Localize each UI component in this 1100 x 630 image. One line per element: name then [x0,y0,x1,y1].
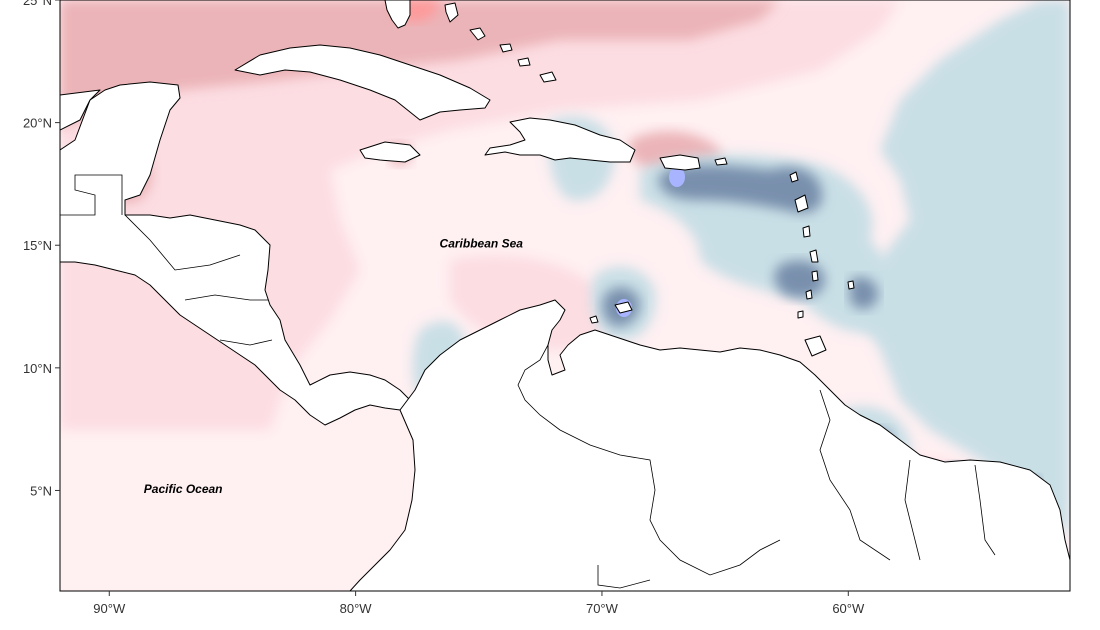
border-honduras [124,214,241,271]
land-bahamas-4 [517,57,531,67]
land-island-st-lucia [811,270,819,282]
land-bahamas-3 [499,43,513,53]
border-guyana [819,389,891,561]
land-bahamas-5 [539,71,557,83]
border-nicaragua [184,294,268,301]
field-positive-north [60,0,780,130]
land-island-curacao [614,301,633,314]
land-south-america [349,299,1070,591]
land-island-guadeloupe [794,194,809,213]
atlantic-ocean-label: Atlantic Ocean [805,0,890,1]
land-island-st-vincent [805,289,813,300]
pacific-ocean-label: Pacific Ocean [144,482,223,496]
panel-frame [59,0,1071,592]
field-strong-negative-puerto-rico [669,167,685,187]
land-island-antigua [789,171,799,183]
field-negative-virgin-islands [659,165,823,213]
land-island-trinidad [804,335,827,357]
caribbean-sea-label: Caribbean Sea [440,237,524,251]
land-island-barbados [847,280,855,290]
land-masses [60,0,1070,591]
land-hispaniola [484,117,636,163]
land-bahamas-2 [469,27,486,41]
land-jamaica [359,141,421,163]
border-costa-rica [219,339,273,346]
land-florida [384,0,411,29]
y-tick-label: 5°N [30,483,52,498]
land-island-aruba [589,315,599,324]
y-tick-label: 15°N [23,238,52,253]
land-central-america [60,81,411,426]
border-brazil-peru [597,565,651,589]
y-axis: 25°N 20°N 15°N 10°N 5°N [23,0,60,498]
land-cuba [234,44,491,121]
field-weak-negative-east [850,0,1070,540]
ocean-labels: Atlantic Ocean Caribbean Sea Pacific Ocean [144,0,890,496]
land-bahamas-1 [444,2,459,23]
y-tick-label: 10°N [23,361,52,376]
field-negative-lesser-antilles [774,260,825,298]
border-suriname [904,459,921,561]
land-island-martinique [809,249,819,263]
x-axis: 90°W 80°W 70°W 60°W [93,591,865,616]
x-tick-label: 80°W [340,601,373,616]
x-tick-label: 90°W [93,601,126,616]
field-negative-barbados [850,277,879,310]
x-tick-label: 70°W [586,601,619,616]
y-tick-label: 25°N [23,0,52,8]
land-yucatan [60,89,101,131]
land-puerto-rico [659,154,701,171]
land-island-grenada [797,310,804,319]
land-island-virgin [714,157,728,166]
y-tick-label: 20°N [23,116,52,131]
land-island-dominica [802,225,811,238]
x-tick-label: 60°W [832,601,865,616]
border-french-guiana [974,464,996,556]
border-belize [60,174,123,216]
border-colombia-venezuela [517,344,781,576]
